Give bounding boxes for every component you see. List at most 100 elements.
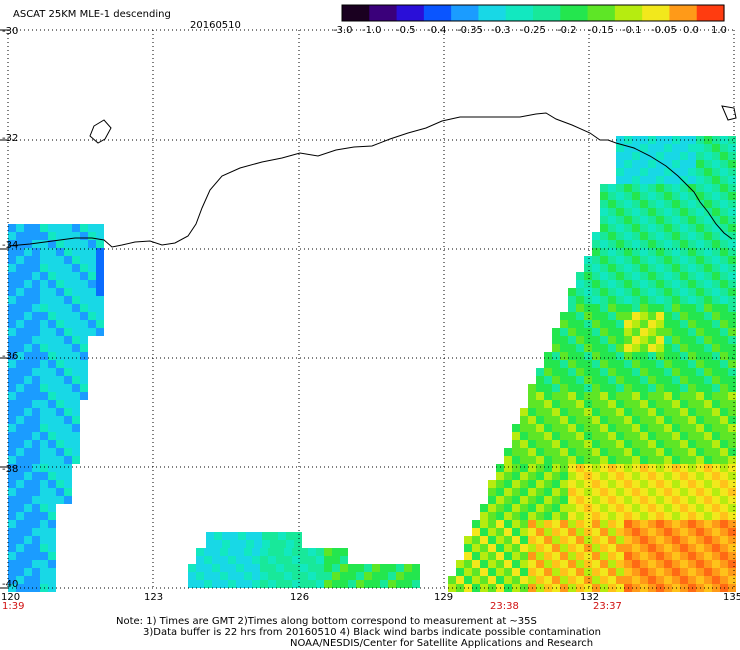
- swath-cell: [268, 556, 276, 564]
- swath-cell: [8, 360, 16, 368]
- swath-cell: [24, 528, 32, 536]
- swath-cell: [624, 304, 632, 312]
- swath-cell: [404, 564, 412, 572]
- swath-cell: [712, 432, 720, 440]
- swath-cell: [672, 456, 680, 464]
- swath-cell: [608, 520, 616, 528]
- swath-cell: [528, 520, 536, 528]
- swath-cell: [244, 556, 252, 564]
- swath-cell: [64, 240, 72, 248]
- swath-cell: [616, 176, 624, 184]
- swath-cell: [712, 280, 720, 288]
- swath-cell: [8, 512, 16, 520]
- swath-cell: [720, 144, 728, 152]
- swath-cell: [728, 168, 736, 176]
- swath-cell: [40, 272, 48, 280]
- swath-cell: [688, 424, 696, 432]
- swath-cell: [568, 336, 576, 344]
- swath-cell: [600, 280, 608, 288]
- swath-cell: [720, 192, 728, 200]
- swath-cell: [488, 560, 496, 568]
- swath-cell: [40, 480, 48, 488]
- swath-cell: [584, 336, 592, 344]
- swath-cell: [640, 512, 648, 520]
- swath-cell: [608, 304, 616, 312]
- swath-cell: [664, 152, 672, 160]
- swath-cell: [32, 456, 40, 464]
- swath-cell: [544, 384, 552, 392]
- swath-cell: [672, 312, 680, 320]
- swath-cell: [688, 448, 696, 456]
- swath-cell: [348, 564, 356, 572]
- swath-cell: [728, 536, 736, 544]
- swath-cell: [544, 528, 552, 536]
- swath-cell: [720, 472, 728, 480]
- island-outline: [89, 119, 112, 144]
- swath-cell: [672, 264, 680, 272]
- swath-cell: [728, 256, 736, 264]
- swath-cell: [48, 320, 56, 328]
- swath-cell: [608, 568, 616, 576]
- swath-cell: [656, 160, 664, 168]
- swath-cell: [16, 520, 24, 528]
- swath-cell: [688, 152, 696, 160]
- swath-cell: [712, 240, 720, 248]
- swath-cell: [672, 160, 680, 168]
- swath-cell: [680, 456, 688, 464]
- swath-cell: [656, 248, 664, 256]
- swath-cell: [680, 376, 688, 384]
- swath-cell: [648, 312, 656, 320]
- swath-cell: [496, 512, 504, 520]
- swath-cell: [8, 272, 16, 280]
- swath-cell: [528, 448, 536, 456]
- swath-cell: [552, 336, 560, 344]
- swath-cell: [8, 568, 16, 576]
- swath-cell: [696, 232, 704, 240]
- swath-cell: [704, 360, 712, 368]
- swath-cell: [236, 556, 244, 564]
- swath-cell: [600, 384, 608, 392]
- swath-cell: [616, 576, 624, 584]
- swath-cell: [632, 288, 640, 296]
- swath-cell: [624, 160, 632, 168]
- swath-cell: [720, 512, 728, 520]
- swath-cell: [456, 560, 464, 568]
- swath-cell: [24, 392, 32, 400]
- swath-cell: [720, 176, 728, 184]
- swath-cell: [648, 256, 656, 264]
- swath-cell: [592, 264, 600, 272]
- swath-cell: [616, 440, 624, 448]
- swath-cell: [664, 528, 672, 536]
- swath-cell: [656, 352, 664, 360]
- swath-cell: [680, 400, 688, 408]
- swath-cell: [278, 540, 286, 548]
- swath-cell: [24, 384, 32, 392]
- swath-cell: [624, 432, 632, 440]
- swath-cell: [704, 288, 712, 296]
- colorbar-swatch: [696, 5, 725, 21]
- swath-cell: [56, 432, 64, 440]
- swath-cell: [576, 288, 584, 296]
- swath-cell: [640, 192, 648, 200]
- swath-cell: [712, 552, 720, 560]
- swath-cell: [24, 448, 32, 456]
- swath-cell: [584, 312, 592, 320]
- swath-cell: [32, 568, 40, 576]
- swath-cell: [64, 408, 72, 416]
- swath-cell: [656, 328, 664, 336]
- swath-cell: [32, 544, 40, 552]
- swath-cell: [64, 256, 72, 264]
- swath-cell: [16, 256, 24, 264]
- swath-cell: [728, 328, 736, 336]
- swath-cell: [472, 552, 480, 560]
- swath-cell: [40, 368, 48, 376]
- swath-cell: [544, 440, 552, 448]
- swath-cell: [56, 400, 64, 408]
- swath-cell: [640, 336, 648, 344]
- swath-cell: [640, 184, 648, 192]
- swath-cell: [664, 224, 672, 232]
- swath-cell: [16, 328, 24, 336]
- swath-cell: [608, 376, 616, 384]
- swath-cell: [592, 456, 600, 464]
- swath-cell: [544, 416, 552, 424]
